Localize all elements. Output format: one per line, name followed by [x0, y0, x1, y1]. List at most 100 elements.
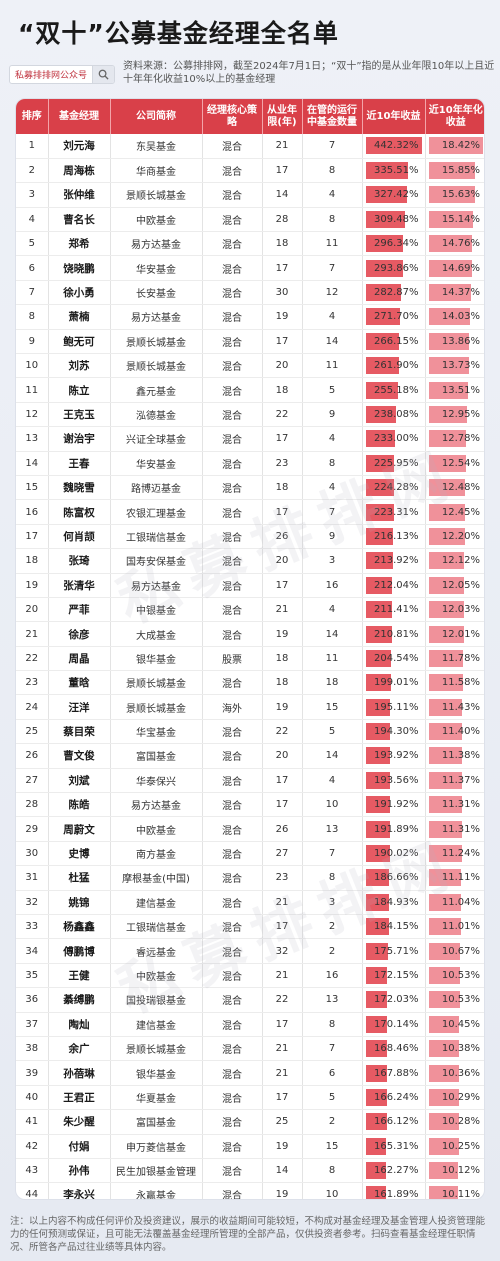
return-bar-cell: 193.56%: [362, 768, 426, 794]
strategy-cell: 混合: [202, 475, 263, 501]
years-cell: 19: [262, 694, 303, 720]
value-bar: [428, 186, 475, 204]
annualized-bar-cell: 11.31%: [425, 816, 484, 842]
value-label: 172.03%: [374, 994, 419, 1006]
manager-name-cell: 曹文俊: [48, 743, 111, 769]
rank-cell: 5: [16, 231, 49, 257]
value-label: 194.30%: [374, 726, 419, 738]
fund-count-cell: 4: [302, 426, 363, 452]
company-cell: 景顺长城基金: [110, 182, 203, 208]
table-row: 16 陈富权 农银汇理基金 混合 17 7 223.31% 12.45%: [16, 499, 484, 525]
company-cell: 易方达基金: [110, 792, 203, 818]
years-cell: 17: [262, 255, 303, 281]
value-bar: [365, 674, 391, 692]
value-bar: [365, 576, 393, 594]
company-cell: 景顺长城基金: [110, 1036, 203, 1062]
value-label: 11.78%: [441, 652, 480, 664]
strategy-cell: 混合: [202, 768, 263, 794]
manager-name-cell: 张仲维: [48, 182, 111, 208]
manager-name-cell: 曹名长: [48, 207, 111, 233]
strategy-cell: 混合: [202, 280, 263, 306]
annualized-bar-cell: 14.69%: [425, 255, 484, 281]
fund-count-cell: 18: [302, 670, 363, 696]
value-label: 10.29%: [441, 1091, 480, 1103]
manager-name-cell: 谢治宇: [48, 426, 111, 452]
fund-count-cell: 4: [302, 304, 363, 330]
table-row: 25 蔡目荣 华宝基金 混合 22 5 194.30% 11.40%: [16, 719, 484, 745]
manager-name-cell: 汪洋: [48, 694, 111, 720]
company-cell: 中欧基金: [110, 207, 203, 233]
value-bar: [428, 723, 463, 741]
search-button[interactable]: [92, 66, 114, 83]
fund-count-cell: 7: [302, 841, 363, 867]
strategy-cell: 股票: [202, 646, 263, 672]
value-bar: [428, 137, 483, 155]
years-cell: 21: [262, 963, 303, 989]
table-row: 33 杨鑫鑫 工银瑞信基金 混合 17 2 184.15% 11.01%: [16, 914, 484, 940]
value-bar: [428, 747, 463, 765]
value-bar: [365, 405, 396, 423]
manager-name-cell: 姚锦: [48, 890, 111, 916]
table-row: 39 孙蓓琳 银华基金 混合 21 6 167.88% 10.36%: [16, 1060, 484, 1086]
table-row: 8 萧楠 易方达基金 混合 19 4 271.70% 14.03%: [16, 304, 484, 330]
value-label: 11.01%: [441, 921, 480, 933]
value-label: 199.01%: [374, 677, 419, 689]
search-text: 私募排排网公众号: [15, 71, 88, 81]
manager-name-cell: 周蔚文: [48, 816, 111, 842]
annualized-bar-cell: 13.73%: [425, 353, 484, 379]
rank-cell: 29: [16, 816, 49, 842]
value-bar: [365, 747, 391, 765]
years-cell: 19: [262, 1182, 303, 1199]
strategy-cell: 混合: [202, 1134, 263, 1159]
fund-count-cell: 4: [302, 768, 363, 794]
years-cell: 21: [262, 597, 303, 623]
company-cell: 华宝基金: [110, 719, 203, 745]
rank-cell: 15: [16, 475, 49, 501]
rank-cell: 38: [16, 1036, 49, 1062]
value-label: 11.11%: [441, 872, 480, 884]
table-row: 38 余广 景顺长城基金 混合 21 7 168.46% 10.38%: [16, 1036, 484, 1062]
annualized-bar-cell: 12.78%: [425, 426, 484, 452]
fund-count-cell: 15: [302, 694, 363, 720]
annualized-bar-cell: 10.29%: [425, 1085, 484, 1111]
rank-cell: 30: [16, 841, 49, 867]
strategy-cell: 混合: [202, 1085, 263, 1111]
table-row: 28 陈皓 易方达基金 混合 17 10 191.92% 11.31%: [16, 792, 484, 818]
search-box[interactable]: 私募排排网公众号: [9, 65, 115, 84]
return-bar-cell: 165.31%: [362, 1134, 426, 1159]
return-bar-cell: 335.51%: [362, 158, 426, 184]
value-label: 165.31%: [374, 1140, 419, 1152]
value-label: 172.15%: [374, 969, 419, 981]
value-label: 12.48%: [441, 482, 480, 494]
table-row: 12 王克玉 泓德基金 混合 22 9 238.08% 12.95%: [16, 402, 484, 428]
company-cell: 景顺长城基金: [110, 353, 203, 379]
value-bar: [365, 137, 422, 155]
value-bar: [428, 625, 465, 643]
fund-count-cell: 9: [302, 524, 363, 550]
value-label: 10.25%: [441, 1140, 480, 1152]
rank-cell: 23: [16, 670, 49, 696]
company-cell: 国投瑞银基金: [110, 987, 203, 1013]
years-cell: 18: [262, 377, 303, 403]
value-label: 15.85%: [441, 165, 480, 177]
return-bar-cell: 172.15%: [362, 963, 426, 989]
fund-count-cell: 16: [302, 963, 363, 989]
rank-cell: 11: [16, 377, 49, 403]
value-label: 296.34%: [374, 238, 419, 250]
company-cell: 易方达基金: [110, 573, 203, 598]
value-label: 327.42%: [374, 189, 419, 201]
company-cell: 中银基金: [110, 597, 203, 623]
table-row: 13 谢治宇 兴证全球基金 混合 17 4 233.00% 12.78%: [16, 426, 484, 452]
rank-cell: 36: [16, 987, 49, 1013]
years-cell: 17: [262, 914, 303, 940]
value-bar: [365, 527, 393, 545]
company-cell: 国寿安保基金: [110, 548, 203, 574]
table-row: 29 周蔚文 中欧基金 混合 26 13 191.89% 11.31%: [16, 816, 484, 842]
return-bar-cell: 327.42%: [362, 182, 426, 208]
strategy-cell: 混合: [202, 353, 263, 379]
value-bar: [365, 820, 390, 838]
return-bar-cell: 271.70%: [362, 304, 426, 330]
value-label: 191.89%: [374, 823, 419, 835]
table-row: 32 姚锦 建信基金 混合 21 3 184.93% 11.04%: [16, 890, 484, 916]
annualized-bar-cell: 12.20%: [425, 524, 484, 550]
